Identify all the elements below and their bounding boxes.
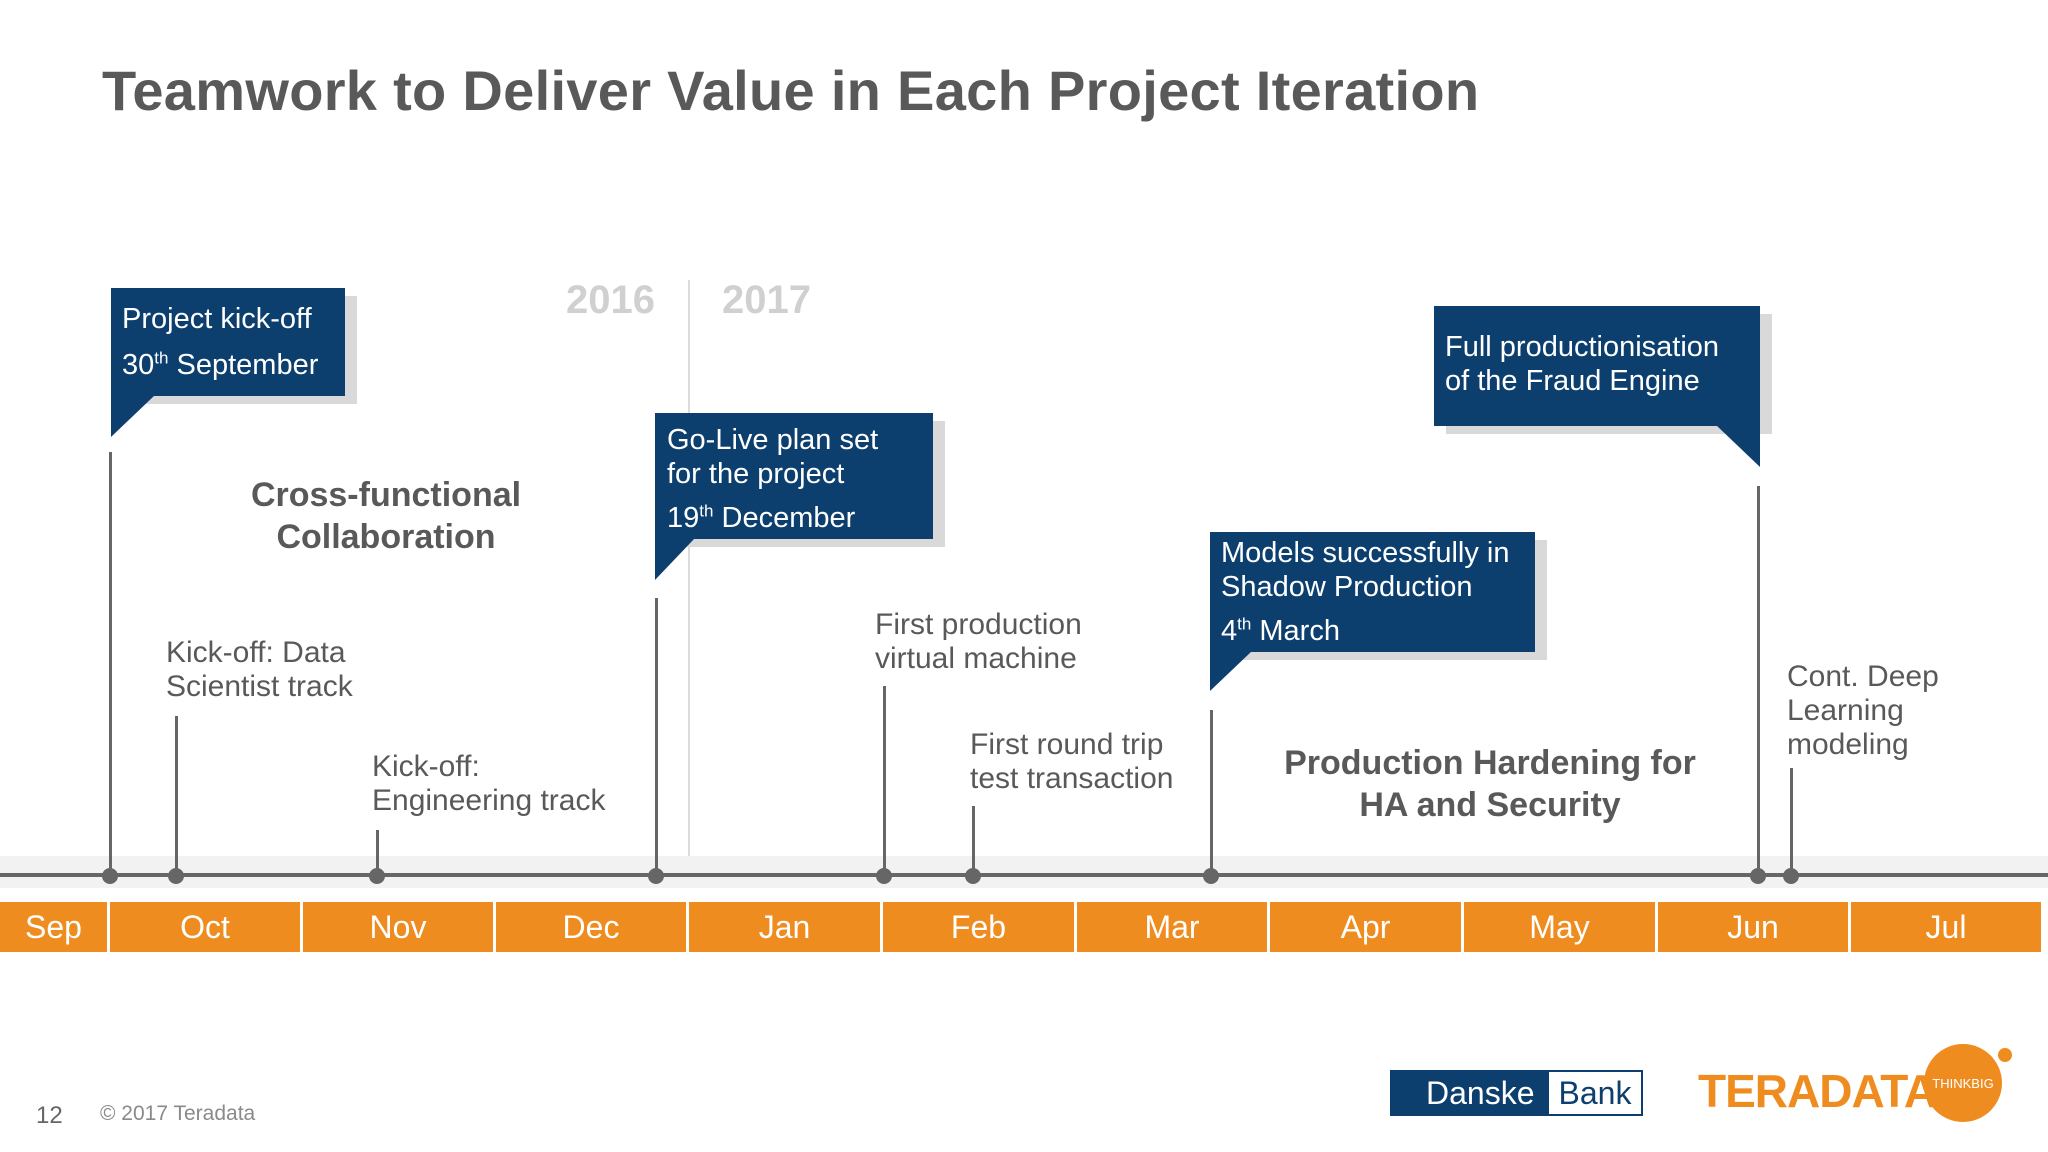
year-2016-label: 2016 (566, 278, 655, 322)
callout-project-kickoff: Project kick-off 30th September (111, 288, 345, 396)
thinkbig-logo-dot (1998, 1048, 2012, 1062)
milestone-dot-shadow (1203, 868, 1219, 884)
milestone-stem-deep-learning (1790, 768, 1793, 876)
phase-production-hardening: Production Hardening for HA and Security (1284, 744, 1696, 824)
danske-bank-logo: Danske Bank (1390, 1070, 1644, 1116)
milestone-stem-golive (655, 598, 658, 876)
callout-tail-golive (655, 538, 695, 580)
label-data-scientist-kickoff: Kick-off: Data Scientist track (166, 636, 353, 703)
callout-tail-full-production (1716, 425, 1760, 467)
milestone-stem-full-production (1757, 486, 1760, 876)
thinkbig-logo: THINKBIG (1924, 1044, 2002, 1122)
milestone-dot-engineering (369, 868, 385, 884)
label-deep-learning: Cont. Deep Learning modeling (1787, 660, 1939, 761)
callout-tail-shadow (1210, 651, 1252, 691)
callout-shadow-production: Models successfully in Shadow Production… (1210, 532, 1535, 652)
month-apr: Apr (1270, 902, 1464, 952)
milestone-stem-first-vm (883, 686, 886, 876)
month-mar: Mar (1077, 902, 1270, 952)
danske-logo-left: Danske (1390, 1070, 1547, 1116)
teradata-logo: TERADATA (1698, 1065, 1937, 1117)
milestone-dot-first-vm (876, 868, 892, 884)
month-feb: Feb (883, 902, 1077, 952)
copyright-text: © 2017 Teradata (100, 1102, 256, 1125)
milestone-stem-round-trip (972, 806, 975, 876)
month-jan: Jan (689, 902, 883, 952)
month-may: May (1464, 902, 1658, 952)
timeline-band (0, 856, 2048, 888)
milestone-dot-data-scientist (168, 868, 184, 884)
phase-cross-functional-collaboration: Cross-functional Collaboration (250, 476, 522, 556)
month-oct: Oct (110, 902, 303, 952)
timeline-axis (0, 873, 2048, 877)
milestone-dot-round-trip (965, 868, 981, 884)
milestone-dot-full-production (1750, 868, 1766, 884)
milestone-stem-shadow (1210, 710, 1213, 876)
month-nov: Nov (303, 902, 496, 952)
year-2017-label: 2017 (722, 278, 811, 322)
milestone-dot-golive (648, 868, 664, 884)
label-engineering-kickoff: Kick-off: Engineering track (372, 750, 606, 817)
month-sep: Sep (0, 902, 110, 952)
page-number: 12 (36, 1102, 63, 1129)
callout-full-productionisation: Full productionisation of the Fraud Engi… (1434, 306, 1760, 426)
month-jul: Jul (1851, 902, 2044, 952)
slide-title: Teamwork to Deliver Value in Each Projec… (102, 59, 1480, 122)
milestone-dot-kickoff (102, 868, 118, 884)
label-first-production-vm: First production virtual machine (875, 608, 1082, 675)
milestone-dot-deep-learning (1783, 868, 1799, 884)
month-dec: Dec (496, 902, 689, 952)
milestone-stem-kickoff (109, 452, 112, 876)
danske-logo-right: Bank (1546, 1070, 1644, 1116)
month-jun: Jun (1658, 902, 1851, 952)
milestone-stem-data-scientist (175, 716, 178, 876)
milestone-stem-engineering (376, 830, 379, 876)
callout-tail-kickoff (111, 395, 155, 437)
callout-golive-plan: Go-Live plan set for the project 19th De… (655, 413, 933, 539)
label-first-round-trip: First round trip test transaction (970, 728, 1174, 795)
